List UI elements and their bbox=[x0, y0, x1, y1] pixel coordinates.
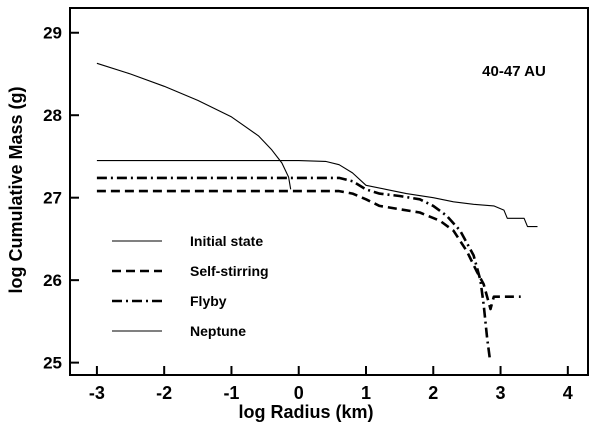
x-tick-label: 4 bbox=[563, 383, 573, 403]
x-tick-label: 1 bbox=[361, 383, 371, 403]
x-tick-label: 0 bbox=[294, 383, 304, 403]
x-tick-label: 3 bbox=[496, 383, 506, 403]
series-line-1 bbox=[96, 160, 538, 228]
y-tick-label: 26 bbox=[43, 271, 62, 290]
series-line-4 bbox=[96, 62, 292, 190]
legend-label: Self-stirring bbox=[190, 263, 269, 279]
x-tick-label: -1 bbox=[223, 383, 239, 403]
y-axis-label: log Cumulative Mass (g) bbox=[6, 86, 26, 293]
chart-annotation: 40-47 AU bbox=[482, 63, 546, 80]
y-tick-label: 27 bbox=[43, 189, 62, 208]
y-tick-label: 29 bbox=[43, 24, 62, 43]
x-tick-label: -2 bbox=[156, 383, 172, 403]
ticks-layer: -3 -2 -1 0 1 2 3 4 25 26 27 28 29 bbox=[43, 24, 573, 403]
x-tick-label: 2 bbox=[428, 383, 438, 403]
legend-label: Neptune bbox=[190, 323, 246, 339]
series-layer bbox=[96, 62, 538, 359]
x-tick-label: -3 bbox=[89, 383, 105, 403]
legend-label: Flyby bbox=[190, 293, 227, 309]
legend-label: Initial state bbox=[190, 233, 263, 249]
plot-frame bbox=[69, 7, 589, 376]
series-line-2 bbox=[96, 189, 521, 311]
y-tick-label: 25 bbox=[43, 354, 62, 373]
legend: Initial state Self-stirring Flyby Neptune bbox=[112, 233, 269, 339]
series-line-3 bbox=[96, 176, 492, 359]
y-tick-label: 28 bbox=[43, 106, 62, 125]
x-axis-label: log Radius (km) bbox=[238, 402, 373, 422]
